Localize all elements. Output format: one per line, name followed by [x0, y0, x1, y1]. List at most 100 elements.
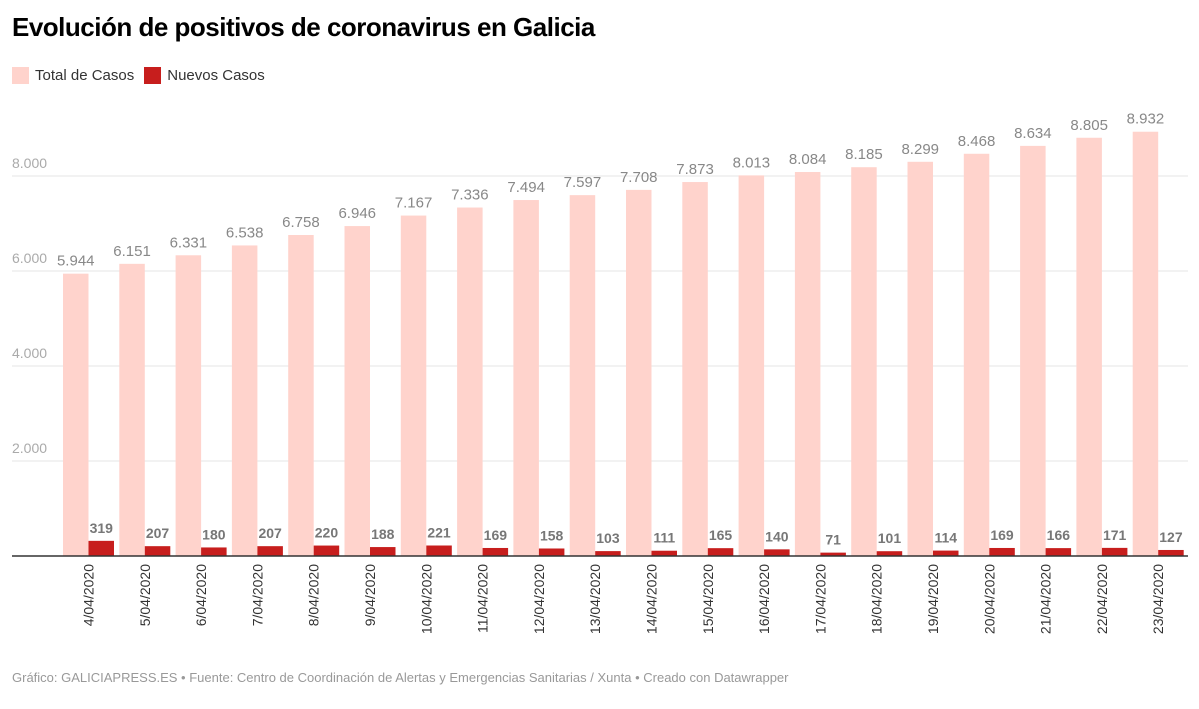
- x-tick-label: 21/04/2020: [1038, 564, 1054, 634]
- data-label-total: 6.758: [282, 214, 320, 231]
- data-label-nuevos: 220: [315, 525, 339, 541]
- bar-nuevos: [426, 545, 452, 556]
- data-label-nuevos: 166: [1047, 527, 1071, 543]
- data-label-total: 8.805: [1070, 117, 1108, 134]
- x-tick-label: 22/04/2020: [1094, 564, 1110, 634]
- data-label-total: 6.946: [338, 205, 376, 222]
- bar-nuevos: [313, 545, 340, 556]
- bar-nuevos: [820, 552, 846, 556]
- bar-nuevos: [370, 547, 396, 556]
- data-label-nuevos: 221: [427, 525, 451, 541]
- data-label-nuevos: 188: [371, 526, 395, 542]
- legend-item-total: Total de Casos: [12, 67, 134, 84]
- data-label-nuevos: 158: [540, 527, 564, 543]
- bar-nuevos: [144, 546, 171, 556]
- data-label-nuevos: 207: [146, 525, 170, 541]
- bar-nuevos: [1045, 548, 1072, 556]
- bar-nuevos: [88, 540, 114, 556]
- x-tick-label: 4/04/2020: [81, 564, 97, 626]
- data-label-nuevos: 101: [878, 530, 902, 546]
- data-label-total: 8.185: [845, 146, 883, 163]
- data-label-nuevos: 111: [653, 530, 675, 546]
- x-tick-label: 7/04/2020: [249, 564, 265, 626]
- y-tick-label: 6.000: [12, 250, 47, 266]
- x-tick-label: 16/04/2020: [756, 564, 772, 634]
- data-label-nuevos: 165: [709, 527, 733, 543]
- data-label-total: 8.468: [958, 133, 996, 150]
- data-label-total: 8.299: [901, 141, 939, 158]
- data-label-nuevos: 171: [1103, 527, 1127, 543]
- x-tick-label: 15/04/2020: [700, 564, 716, 634]
- data-label-total: 7.597: [564, 174, 602, 191]
- bar-nuevos: [538, 548, 565, 556]
- data-label-total: 8.932: [1127, 111, 1165, 128]
- legend-label-nuevos: Nuevos Casos: [167, 67, 265, 84]
- y-tick-label: 2.000: [12, 440, 47, 456]
- x-tick-label: 9/04/2020: [362, 564, 378, 626]
- bar-total: [1132, 131, 1159, 557]
- bar-total: [344, 226, 370, 556]
- legend-label-total: Total de Casos: [35, 67, 135, 84]
- data-label-total: 8.084: [789, 151, 827, 168]
- legend-swatch-total: [12, 67, 29, 84]
- x-tick-label: 12/04/2020: [531, 564, 547, 634]
- data-label-nuevos: 71: [825, 532, 841, 548]
- bar-nuevos: [201, 547, 227, 556]
- bar-total: [457, 207, 483, 557]
- bar-total: [794, 172, 821, 556]
- x-tick-label: 14/04/2020: [644, 564, 660, 634]
- data-label-nuevos: 169: [484, 527, 508, 543]
- bar-total: [63, 273, 89, 556]
- bar-nuevos: [595, 551, 621, 556]
- data-label-total: 6.151: [113, 243, 151, 260]
- bar-total: [175, 255, 202, 556]
- x-tick-label: 6/04/2020: [193, 564, 209, 626]
- x-tick-label: 13/04/2020: [587, 564, 603, 634]
- data-label-total: 7.336: [451, 187, 489, 204]
- data-label-nuevos: 140: [765, 528, 789, 544]
- bar-nuevos: [989, 547, 1015, 556]
- legend: Total de Casos Nuevos Casos: [12, 67, 275, 84]
- footer-credits: Gráfico: GALICIAPRESS.ES • Fuente: Centr…: [12, 670, 789, 685]
- x-tick-label: 11/04/2020: [475, 564, 491, 633]
- bar-total: [682, 182, 708, 556]
- x-tick-label: 18/04/2020: [869, 564, 885, 634]
- bar-total: [569, 195, 596, 556]
- data-label-total: 8.013: [733, 154, 771, 171]
- chart-title: Evolución de positivos de coronavirus en…: [12, 12, 595, 42]
- bar-nuevos: [257, 546, 283, 556]
- data-label-total: 7.708: [620, 169, 658, 186]
- bar-total: [400, 215, 427, 556]
- bar-total: [288, 234, 314, 556]
- bar-total: [1020, 145, 1046, 556]
- bar-total: [738, 175, 765, 556]
- data-label-nuevos: 207: [258, 525, 282, 541]
- x-tick-label: 10/04/2020: [418, 564, 434, 634]
- x-tick-label: 8/04/2020: [306, 564, 322, 626]
- data-label-nuevos: 169: [990, 527, 1014, 543]
- bar-total: [1076, 137, 1102, 556]
- data-label-nuevos: 319: [90, 520, 114, 536]
- x-tick-label: 20/04/2020: [981, 564, 997, 634]
- bar-nuevos: [707, 548, 734, 556]
- bar-nuevos: [764, 549, 790, 556]
- y-tick-label: 8.000: [12, 155, 47, 171]
- bar-total: [963, 153, 990, 556]
- data-label-total: 6.538: [226, 224, 264, 241]
- bar-total: [513, 200, 539, 556]
- bar-total: [119, 263, 145, 556]
- data-label-total: 5.944: [57, 253, 95, 270]
- bar-nuevos: [1158, 549, 1184, 556]
- data-label-total: 7.873: [676, 161, 714, 178]
- data-label-total: 7.494: [507, 179, 545, 196]
- bar-nuevos: [1101, 547, 1128, 556]
- bar-total: [851, 167, 877, 556]
- x-tick-label: 19/04/2020: [925, 564, 941, 634]
- x-tick-label: 17/04/2020: [812, 564, 828, 634]
- data-label-nuevos: 180: [202, 526, 226, 542]
- data-label-nuevos: 103: [596, 530, 620, 546]
- bar-nuevos: [482, 547, 509, 556]
- data-label-nuevos: 114: [934, 530, 957, 546]
- x-tick-label: 23/04/2020: [1150, 564, 1166, 634]
